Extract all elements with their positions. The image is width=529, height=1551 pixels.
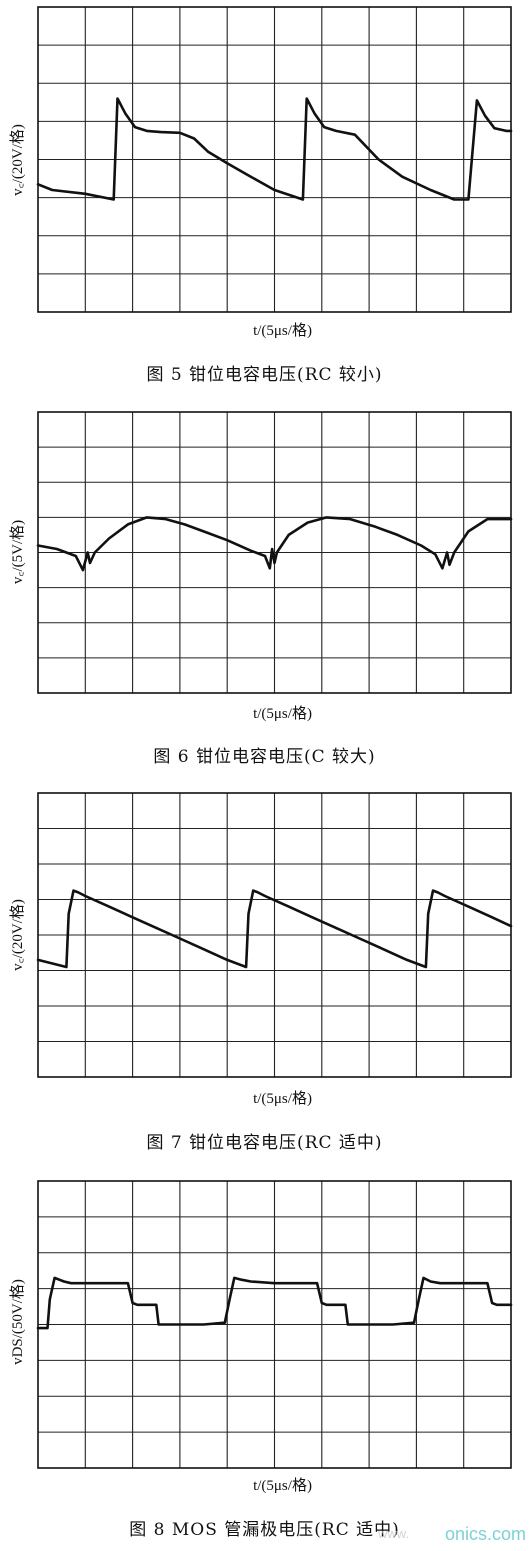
chart-panel-4: vDS/(50V/格) t/(5μs/格) 图 8 MOS 管漏极电压(RC 适中) [9, 1180, 513, 1540]
plot-frame [37, 6, 512, 313]
series-line-1 [36, 889, 513, 969]
y-axis-label: v꜀/(20V/格) [9, 899, 26, 971]
grid [38, 793, 511, 1077]
x-axis-label: t/(5μs/格) [253, 705, 312, 722]
x-axis-label: t/(5μs/格) [253, 1090, 312, 1107]
chart-panel-3: v꜀/(20V/格) t/(5μs/格) 图 7 钳位电容电压(RC 适中) [9, 792, 513, 1153]
series-line-1 [36, 516, 513, 572]
plot-frame [37, 411, 512, 694]
watermark-left: www. [377, 1526, 409, 1541]
x-axis-label: t/(5μs/格) [253, 1477, 312, 1494]
plot-frame [37, 792, 512, 1078]
chart-panel-2: v꜀/(5V/格) t/(5μs/格) 图 6 钳位电容电压(C 较大) [9, 411, 513, 767]
figure-caption: 图 7 钳位电容电压(RC 适中) [146, 1133, 382, 1153]
y-axis-label: v꜀/(5V/格) [9, 520, 26, 584]
grid [38, 412, 511, 693]
grid [38, 7, 511, 312]
watermark-right: onics.com [445, 1524, 526, 1544]
y-axis-label: vDS/(50V/格) [9, 1279, 26, 1365]
figure-caption: 图 5 钳位电容电压(RC 较小) [146, 365, 382, 385]
series-line-1 [36, 1276, 513, 1330]
chart-panel-1: v꜀/(20V/格) t/(5μs/格) 图 5 钳位电容电压(RC 较小) [9, 6, 513, 385]
x-axis-label: t/(5μs/格) [253, 322, 312, 339]
series-line-1 [36, 97, 513, 201]
figure-caption: 图 6 钳位电容电压(C 较大) [153, 747, 375, 767]
y-axis-label: v꜀/(20V/格) [9, 124, 26, 196]
grid [38, 1181, 511, 1468]
figure-caption: 图 8 MOS 管漏极电压(RC 适中) [129, 1520, 400, 1540]
plot-frame [37, 1180, 512, 1469]
